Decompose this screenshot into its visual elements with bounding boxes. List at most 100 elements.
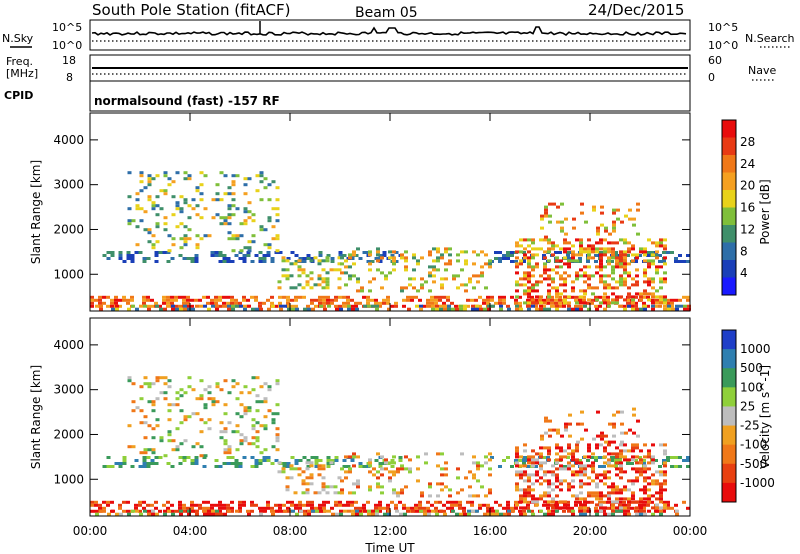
heatmap-cell [110,251,115,254]
heatmap-cell [635,268,639,272]
heatmap-cell [498,301,502,305]
heatmap-cell [658,254,662,257]
heatmap-cell [142,295,146,299]
heatmap-cell [416,289,420,293]
heatmap-cell [190,260,195,263]
heatmap-cell [143,421,148,425]
heatmap-cell [631,301,635,305]
heatmap-cell [223,427,228,431]
y-tick-label: 4000 [53,133,84,147]
colorbar-tick-label: 100 [740,380,763,394]
heatmap-cell [210,506,214,510]
heatmap-cell [646,304,650,308]
heatmap-cell [662,459,666,462]
heatmap-cell [151,246,156,250]
heatmap-cell [190,462,195,465]
heatmap-cell [207,397,212,401]
heatmap-cell [663,461,667,465]
heatmap-cell [559,449,563,453]
heatmap-cell [143,382,148,386]
heatmap-cell [139,207,144,211]
heatmap-cell [615,265,619,269]
heatmap-cell [278,506,282,510]
heatmap-cell [686,298,690,302]
heatmap-cell [607,256,611,260]
heatmap-cell [302,509,306,513]
heatmap-cell [170,295,174,299]
colorbar-tick-label: 25 [740,399,755,413]
heatmap-cell [222,254,227,257]
heatmap-cell [293,262,298,266]
heatmap-cell [634,301,638,305]
heatmap-cell [591,479,595,483]
heatmap-cell [190,257,195,260]
heatmap-cell [392,250,396,254]
heatmap-cell [309,464,314,468]
heatmap-cell [526,506,530,510]
heatmap-cell [647,280,651,284]
heatmap-cell [290,298,294,302]
heatmap-cell [591,467,595,471]
heatmap-cell [498,257,502,260]
heatmap-cell [270,260,275,263]
heatmap-cell [615,500,619,504]
heatmap-cell [122,456,127,459]
heatmap-cell [603,283,607,287]
heatmap-cell [106,503,110,507]
heatmap-cell [623,271,627,275]
heatmap-cell [627,286,631,290]
heatmap-cell [354,304,358,308]
y-tick-label: 1000 [53,472,84,486]
heatmap-cell [271,207,276,211]
heatmap-cell [464,283,468,287]
heatmap-cell [199,418,204,422]
heatmap-cell [580,202,584,206]
heatmap-cell [519,476,523,480]
heatmap-cell [202,500,206,504]
heatmap-cell [564,425,568,429]
heatmap-cell [147,307,151,311]
heatmap-cell [590,456,594,459]
heatmap-cell [127,445,132,449]
heatmap-cell [130,298,134,302]
heatmap-cell [251,307,255,311]
heatmap-cell [342,254,347,257]
heatmap-cell [607,491,611,495]
heatmap-cell [227,421,232,425]
heatmap-cell [563,506,567,510]
heatmap-cell [623,455,627,459]
heatmap-cell [291,509,295,513]
heatmap-cell [254,462,259,465]
heatmap-cell [142,506,146,510]
heatmap-cell [432,280,436,284]
heatmap-cell [235,424,240,428]
heatmap-cell [643,307,647,311]
heatmap-cell [378,260,383,263]
heatmap-cell [159,436,164,440]
heatmap-cell [317,491,322,495]
heatmap-cell [659,491,663,495]
heatmap-cell [394,304,398,308]
heatmap-cell [174,304,178,308]
heatmap-cell [122,500,126,504]
heatmap-cell [511,509,515,513]
heatmap-cell [259,451,264,455]
heatmap-cell [636,208,640,212]
heatmap-cell [619,497,623,501]
heatmap-cell [654,459,658,462]
heatmap-cell [307,509,311,513]
heatmap-cell [619,464,623,468]
heatmap-cell [275,427,280,431]
heatmap-cell [487,307,491,311]
heatmap-cell [663,473,667,477]
heatmap-cell [406,295,410,299]
heatmap-cell [643,485,647,489]
heatmap-cell [567,265,571,269]
heatmap-cell [138,500,142,504]
heatmap-cell [583,500,587,504]
heatmap-cell [643,247,647,251]
heatmap-cell [599,497,603,501]
heatmap-cell [215,512,219,516]
heatmap-cell [587,286,591,290]
heatmap-cell [462,509,466,513]
